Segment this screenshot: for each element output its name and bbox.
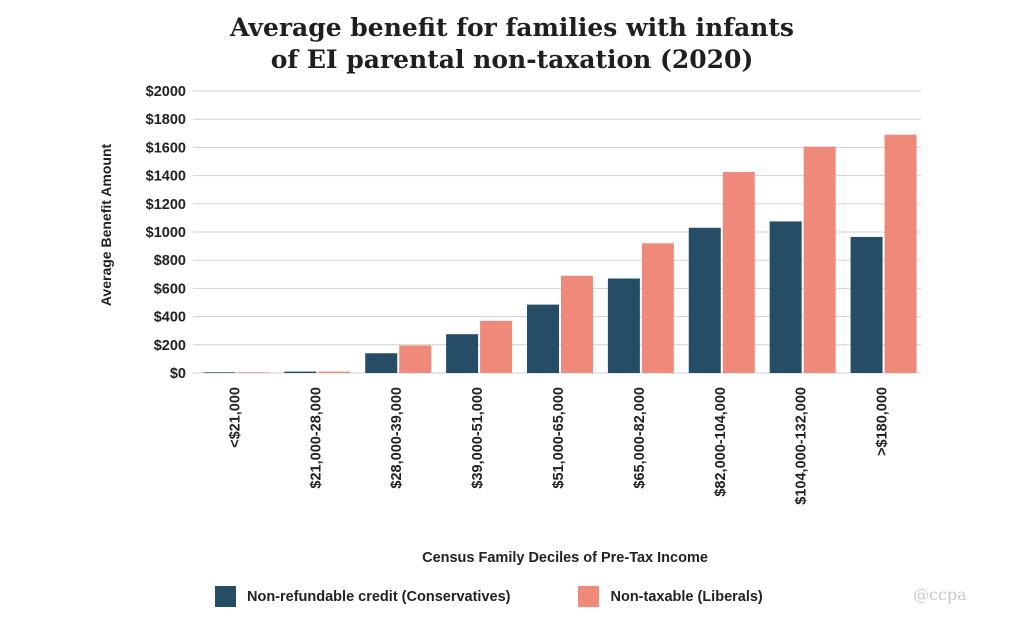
bar-liberals: [480, 320, 513, 373]
x-tick-label: $39,000-51,000: [470, 387, 486, 489]
x-tick-label: $82,000-104,000: [713, 387, 729, 497]
legend-item-liberals: Non-taxable (Liberals): [578, 586, 763, 607]
y-tick-label: $1400: [146, 169, 186, 185]
legend-label-liberals: Non-taxable (Liberals): [610, 588, 763, 605]
x-tick-label: $51,000-65,000: [551, 387, 567, 489]
x-axis-label: Census Family Deciles of Pre-Tax Income: [422, 550, 708, 566]
bar-conservatives: [607, 278, 640, 373]
y-tick-label: $1000: [146, 225, 186, 241]
legend-label-conservatives: Non-refundable credit (Conservatives): [247, 588, 511, 605]
x-tick-label: <$21,000: [227, 387, 243, 448]
bar-conservatives: [850, 236, 883, 373]
chart-title: Average benefit for families with infant…: [0, 12, 1024, 76]
chart-title-line-2: of EI parental non-taxation (2020): [270, 45, 754, 74]
y-tick-label: $2000: [146, 84, 186, 100]
bar-liberals: [561, 275, 593, 373]
bar-liberals: [641, 243, 674, 373]
x-tick-label: >$180,000: [875, 387, 891, 456]
legend: Non-refundable credit (Conservatives) No…: [215, 586, 763, 607]
y-tick-label: $1600: [146, 140, 186, 156]
y-tick-label: $0: [170, 366, 186, 382]
x-tick-label: $65,000-82,000: [632, 387, 648, 489]
bar-liberals: [318, 371, 351, 373]
chart-title-line-1: Average benefit for families with infant…: [230, 13, 794, 42]
bars: [203, 134, 917, 373]
y-axis-ticks: $0 $200 $400 $600 $800 $1000 $1200 $1400 $1600 $1…: [146, 84, 186, 382]
y-tick-label: $1200: [146, 197, 186, 213]
bar-conservatives: [527, 304, 559, 373]
watermark: @ccpa: [913, 585, 967, 604]
legend-item-conservatives: Non-refundable credit (Conservatives): [215, 586, 510, 607]
y-tick-label: $800: [154, 253, 186, 269]
bar-liberals: [803, 146, 836, 373]
legend-swatch-conservatives: [215, 586, 236, 607]
y-tick-label: $1800: [146, 112, 186, 128]
bar-conservatives: [284, 371, 317, 373]
bar-conservatives: [446, 334, 479, 373]
bar-conservatives: [203, 372, 236, 373]
y-axis-label: Average Benefit Amount: [98, 144, 114, 307]
bar-liberals: [237, 372, 270, 373]
x-axis-ticks: <$21,000 $21,000-28,000 $28,000-39,000 $39,…: [227, 387, 890, 505]
bar-conservatives: [769, 221, 802, 373]
y-tick-label: $200: [154, 338, 186, 354]
x-tick-label: $28,000-39,000: [389, 387, 405, 489]
y-tick-label: $400: [154, 310, 186, 326]
bar-liberals: [722, 172, 755, 373]
x-tick-label: $21,000-28,000: [308, 387, 324, 489]
legend-swatch-liberals: [578, 586, 600, 607]
bar-liberals: [884, 134, 917, 373]
bar-conservatives: [688, 227, 721, 373]
bar-liberals: [399, 345, 432, 373]
y-tick-label: $600: [154, 281, 186, 297]
x-tick-label: $104,000-132,000: [794, 387, 810, 505]
bar-conservatives: [365, 353, 398, 373]
